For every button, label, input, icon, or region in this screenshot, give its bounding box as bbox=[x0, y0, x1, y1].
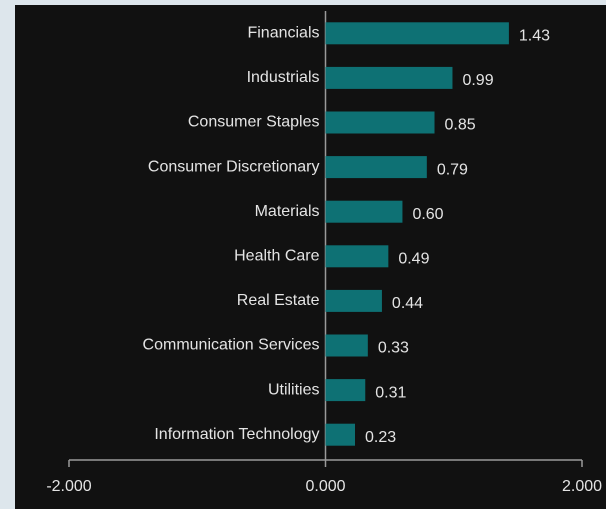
value-label: 0.79 bbox=[437, 161, 468, 178]
bar bbox=[325, 423, 355, 446]
category-label: Communication Services bbox=[143, 337, 320, 354]
category-label: Health Care bbox=[234, 248, 319, 265]
category-label: Industrials bbox=[247, 69, 320, 86]
category-label: Real Estate bbox=[237, 292, 320, 309]
x-tick-label: -2.000 bbox=[46, 478, 91, 495]
bar bbox=[325, 22, 509, 45]
category-label: Information Technology bbox=[154, 426, 319, 443]
bar bbox=[325, 379, 366, 402]
value-label: 0.31 bbox=[375, 384, 406, 401]
category-label: Consumer Discretionary bbox=[148, 158, 320, 175]
category-label: Consumer Staples bbox=[188, 114, 320, 131]
value-label: 0.60 bbox=[412, 206, 443, 223]
x-tick-label: 2.000 bbox=[562, 478, 602, 495]
value-label: 0.99 bbox=[462, 72, 493, 89]
category-label: Financials bbox=[247, 25, 319, 42]
bar bbox=[325, 245, 389, 268]
bar bbox=[325, 334, 368, 357]
x-tick-label: 0.000 bbox=[305, 478, 345, 495]
chart-panel bbox=[15, 5, 606, 509]
bar bbox=[325, 66, 453, 89]
value-label: 0.23 bbox=[365, 429, 396, 446]
value-label: 1.43 bbox=[519, 28, 550, 45]
category-label: Utilities bbox=[268, 381, 320, 398]
value-label: 0.33 bbox=[378, 340, 409, 357]
value-label: 0.44 bbox=[392, 295, 423, 312]
bar bbox=[325, 156, 427, 179]
category-label: Materials bbox=[255, 203, 320, 220]
bar bbox=[325, 200, 403, 223]
bar bbox=[325, 111, 435, 134]
bar bbox=[325, 289, 382, 312]
value-label: 0.49 bbox=[398, 251, 429, 268]
value-label: 0.85 bbox=[445, 117, 476, 134]
